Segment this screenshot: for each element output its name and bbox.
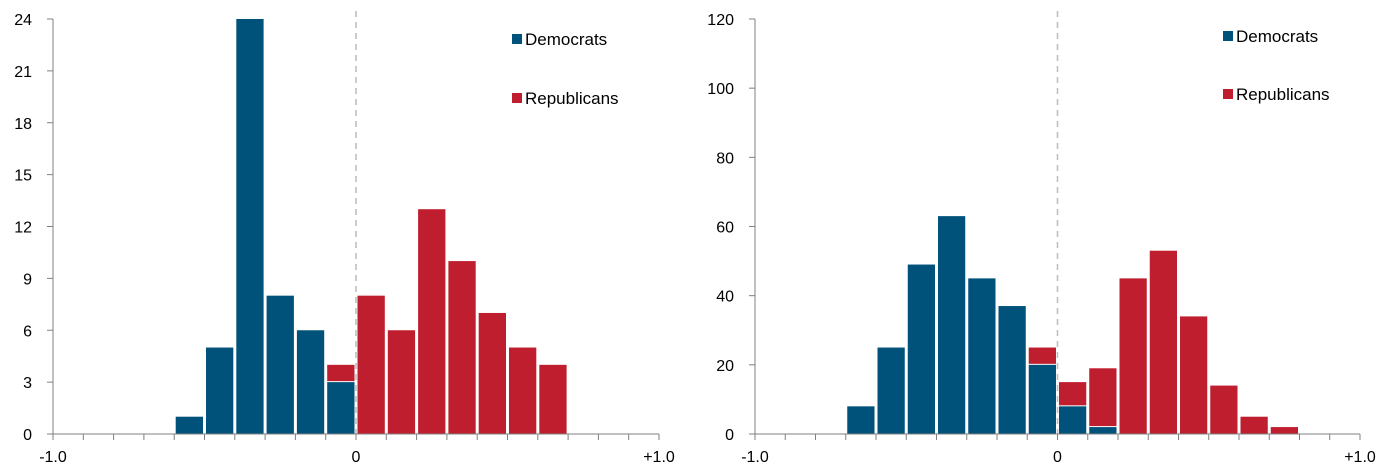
x-tick-label: +1.0 [1344,449,1376,466]
bar-democrats [296,330,325,434]
bar-republicans [1149,250,1177,434]
y-tick-label: 20 [716,358,734,375]
legend-swatch-democrats [1223,31,1233,41]
bar-democrats [877,347,905,434]
legend-label-republicans: Republicans [525,89,619,108]
bar-republicans [1059,382,1087,406]
legend-label-republicans: Republicans [1236,85,1330,104]
bar-republicans [539,364,567,434]
bar-republicans [1240,416,1268,434]
bar-republicans [1119,278,1147,434]
bar-republicans [1089,368,1117,427]
x-tick-label: +1.0 [643,449,675,466]
bar-democrats [998,306,1026,434]
bar-republicans [1270,427,1298,434]
legend-label-democrats: Democrats [1236,27,1318,46]
y-tick-label: 6 [23,323,32,340]
y-tick-label: 60 [716,220,734,237]
bar-democrats [1059,406,1087,434]
bar-democrats [847,406,875,434]
bar-republicans [418,209,446,434]
bar-democrats [1089,427,1117,434]
bar-democrats [175,416,203,434]
y-tick-label: 18 [14,116,32,133]
y-tick-label: 40 [716,289,734,306]
legend-swatch-republicans [512,93,522,103]
bar-democrats [206,347,234,434]
y-tick-label: 15 [14,168,32,185]
bar-republicans [1028,347,1056,364]
y-tick-label: 9 [23,271,32,288]
bar-republicans [448,261,476,434]
y-tick-label: 0 [23,427,32,444]
left-histogram: 0 3 6 9 12 15 18 21 24 -1.0 0 +1.0 Democrats Republic… [14,11,675,466]
y-tick-label: 100 [707,81,734,98]
x-tick-label: -1.0 [741,449,769,466]
y-tick-label: 24 [14,12,32,29]
bar-republicans [327,364,355,382]
legend-swatch-republicans [1223,89,1233,99]
bar-republicans [1210,385,1238,434]
y-tick-label: 120 [707,12,734,29]
legend-swatch-democrats [512,34,522,44]
bar-republicans [509,347,537,434]
x-tick-label: -1.0 [39,449,67,466]
bar-republicans [357,295,385,434]
y-tick-label: 21 [14,64,32,81]
x-tick-label: 0 [1053,449,1062,466]
right-histogram: 0 20 40 60 80 100 120 -1.0 0 +1.0 Democrats Republi… [707,11,1376,466]
bar-republicans [1180,316,1208,434]
bar-republicans [478,312,506,434]
bar-democrats [1028,364,1056,434]
bar-democrats [907,264,935,434]
x-tick-label: 0 [352,449,361,466]
bar-democrats [236,19,264,434]
bar-democrats [968,278,996,434]
bar-republicans [387,330,416,434]
y-tick-label: 3 [23,375,32,392]
y-tick-label: 0 [725,427,734,444]
bar-democrats [266,295,294,434]
bar-democrats [938,216,966,434]
y-tick-label: 80 [716,150,734,167]
legend-label-democrats: Democrats [525,30,607,49]
y-tick-label: 12 [14,220,32,237]
bar-democrats [327,382,355,434]
